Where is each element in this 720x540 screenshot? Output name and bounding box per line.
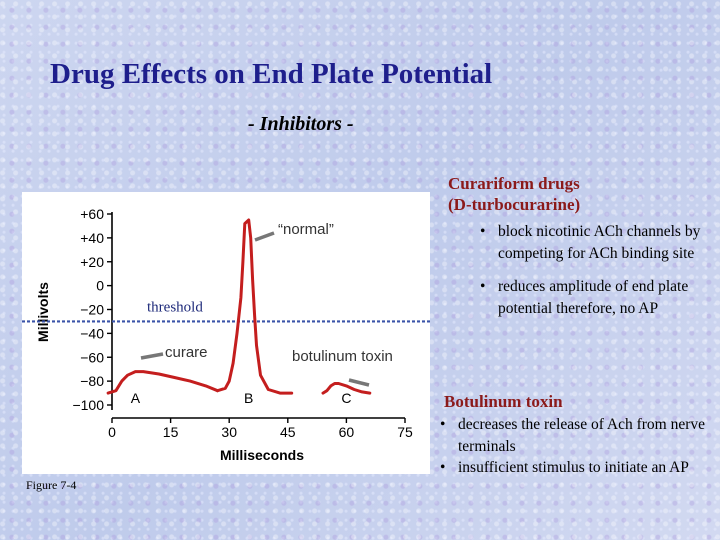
x-tick-label: 75 (397, 424, 413, 440)
y-axis-title: Millivolts (35, 282, 51, 342)
list-item: • decreases the release of Ach from nerv… (440, 414, 710, 457)
curve-label-b: B (244, 390, 253, 406)
y-tick-label: +20 (80, 254, 104, 270)
list-item: • insufficient stimulus to initiate an A… (440, 457, 710, 479)
x-tick-label: 0 (108, 424, 116, 440)
x-tick-label: 60 (339, 424, 355, 440)
curariform-heading-line1: Curariform drugs (448, 174, 580, 193)
y-tick-label: +60 (80, 206, 104, 222)
y-tick-label: −80 (80, 373, 104, 389)
curariform-bullet-text: reduces amplitude of end plate potential… (498, 278, 689, 317)
botulinum-pointer (348, 378, 370, 387)
x-tick-label: 15 (163, 424, 179, 440)
curariform-bullet-text: block nicotinic ACh channels by competin… (498, 223, 701, 262)
curve-a (106, 370, 219, 395)
curariform-heading: Curariform drugs (D-turbocurarine) (448, 173, 580, 215)
curve-label-a: A (131, 390, 141, 406)
y-tick-label: −60 (80, 349, 104, 365)
figure-caption: Figure 7-4 (26, 478, 77, 492)
y-tick-label: −20 (80, 302, 104, 318)
list-item: • block nicotinic ACh channels by compet… (480, 221, 710, 264)
y-tick-label: −40 (80, 325, 104, 341)
curve-label-c: C (341, 390, 351, 406)
y-tick-label: −100 (72, 397, 104, 413)
x-tick-label: 45 (280, 424, 296, 440)
annotation-curare: curare (165, 344, 208, 361)
chart-panel: +60 +40 +20 0 −20 −40 −60 −80 −100 0 15 30 45 60 75 Mil… (22, 192, 430, 474)
y-tick-label: 0 (96, 278, 104, 294)
botulinum-bullet-list: • decreases the release of Ach from nerv… (440, 414, 710, 479)
botulinum-bullet-text: insufficient stimulus to initiate an AP (458, 459, 689, 476)
threshold-label: threshold (147, 299, 203, 315)
curve-b (216, 218, 294, 395)
slide-subtitle: - Inhibitors - (248, 113, 354, 135)
bullet-icon: • (440, 459, 446, 476)
list-item: • reduces amplitude of end plate potenti… (480, 276, 710, 319)
curare-pointer (140, 352, 164, 360)
y-tick-label: +40 (80, 230, 104, 246)
curariform-heading-line2: (D-turbocurarine) (448, 195, 581, 214)
curariform-bullet-list: • block nicotinic ACh channels by compet… (480, 221, 710, 331)
botulinum-heading: Botulinum toxin (444, 392, 563, 411)
x-tick-label: 30 (221, 424, 237, 440)
bullet-icon: • (480, 278, 486, 295)
normal-pointer (254, 231, 275, 242)
annotation-botulinum: botulinum toxin (292, 348, 393, 365)
bullet-icon: • (480, 223, 486, 240)
curve-c (321, 382, 372, 395)
botulinum-bullet-text: decreases the release of Ach from nerve … (458, 416, 706, 455)
x-axis-title: Milliseconds (220, 447, 304, 463)
slide-title: Drug Effects on End Plate Potential (50, 58, 493, 90)
annotation-normal: “normal” (278, 221, 334, 238)
bullet-icon: • (440, 416, 446, 433)
